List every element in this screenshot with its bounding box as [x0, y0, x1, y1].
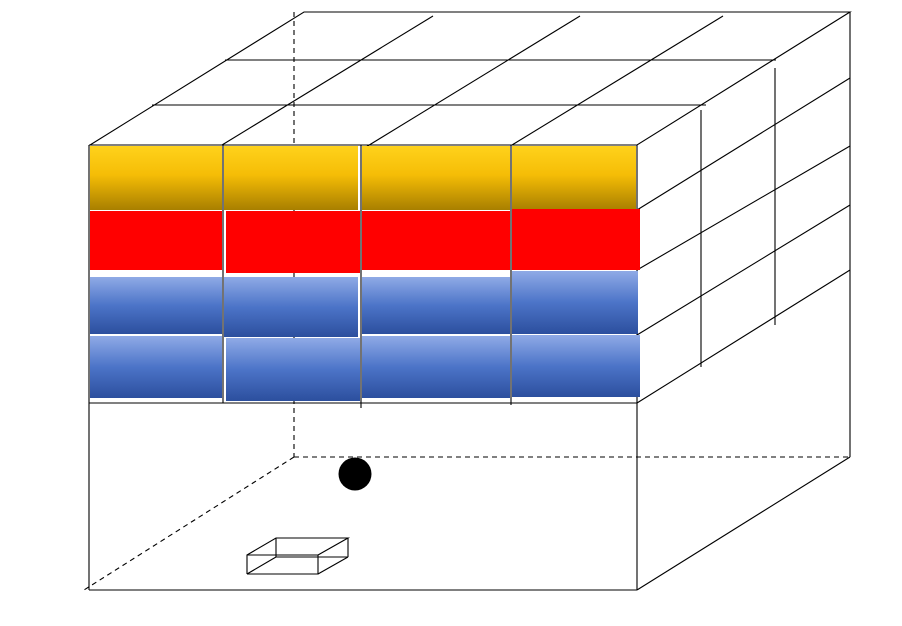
- right-row-line-4: [636, 269, 851, 404]
- front-layers: [90, 146, 640, 401]
- top-face-outline: [88, 11, 852, 146]
- yellow-cell: [224, 146, 358, 210]
- small-box-right-bottom-edge: [317, 556, 349, 575]
- red-cell: [226, 211, 360, 273]
- yellow-cell: [512, 146, 636, 210]
- right-row-line-1: [636, 77, 851, 211]
- top-grid-line-4: [365, 15, 581, 148]
- red-cell: [512, 209, 640, 270]
- top-grid-line-5: [511, 15, 724, 146]
- yellow-cell: [90, 146, 222, 210]
- small-box-top: [246, 537, 351, 556]
- small-box: [246, 537, 351, 575]
- front-face: [88, 144, 637, 591]
- blue-cell: [362, 277, 510, 334]
- black-circle: [338, 457, 372, 491]
- blue-cell: [362, 336, 510, 398]
- right-bottom-edge: [636, 456, 851, 591]
- right-face: [636, 12, 851, 591]
- yellow-cell: [362, 146, 510, 210]
- red-cell: [90, 211, 222, 270]
- blue-cell: [90, 277, 222, 334]
- blue-cell: [224, 277, 358, 337]
- small-box-hidden-diagonal: [246, 556, 277, 575]
- floor-left-edge: [83, 456, 295, 591]
- right-row-line-3: [636, 204, 851, 336]
- small-box-hidden-edges: [275, 538, 348, 558]
- blue-cell: [226, 338, 360, 401]
- blue-cell: [90, 336, 222, 398]
- top-grid-line-3: [221, 15, 434, 146]
- blue-cell: [512, 271, 638, 334]
- top-face: [88, 11, 852, 148]
- small-box-front: [246, 554, 319, 575]
- blue-cell: [512, 335, 640, 397]
- right-row-line-2: [636, 145, 851, 271]
- red-cell: [362, 211, 510, 270]
